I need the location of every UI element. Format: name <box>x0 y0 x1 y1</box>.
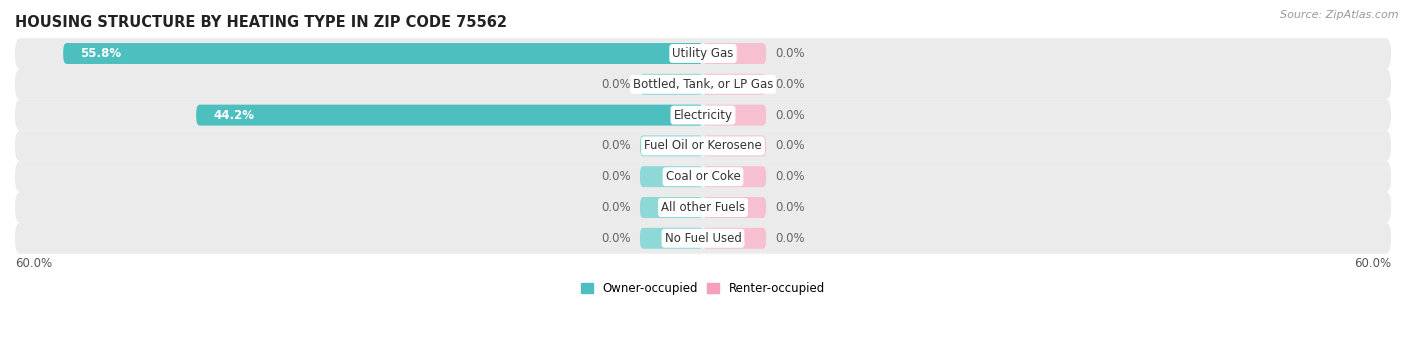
Legend: Owner-occupied, Renter-occupied: Owner-occupied, Renter-occupied <box>581 282 825 295</box>
Text: 0.0%: 0.0% <box>775 201 804 214</box>
Text: 60.0%: 60.0% <box>15 257 52 270</box>
Text: 0.0%: 0.0% <box>775 139 804 152</box>
Text: Source: ZipAtlas.com: Source: ZipAtlas.com <box>1281 10 1399 20</box>
FancyBboxPatch shape <box>63 43 703 64</box>
FancyBboxPatch shape <box>703 135 766 157</box>
Text: 0.0%: 0.0% <box>602 201 631 214</box>
Text: HOUSING STRUCTURE BY HEATING TYPE IN ZIP CODE 75562: HOUSING STRUCTURE BY HEATING TYPE IN ZIP… <box>15 15 508 30</box>
FancyBboxPatch shape <box>703 228 766 249</box>
FancyBboxPatch shape <box>703 43 766 64</box>
Text: No Fuel Used: No Fuel Used <box>665 232 741 245</box>
Text: 0.0%: 0.0% <box>775 108 804 122</box>
FancyBboxPatch shape <box>15 100 1391 131</box>
FancyBboxPatch shape <box>640 74 703 95</box>
Text: 55.8%: 55.8% <box>80 47 121 60</box>
Text: 0.0%: 0.0% <box>602 139 631 152</box>
FancyBboxPatch shape <box>15 69 1391 100</box>
Text: Utility Gas: Utility Gas <box>672 47 734 60</box>
Text: 0.0%: 0.0% <box>775 170 804 183</box>
FancyBboxPatch shape <box>15 192 1391 223</box>
FancyBboxPatch shape <box>640 228 703 249</box>
FancyBboxPatch shape <box>640 197 703 218</box>
Text: Coal or Coke: Coal or Coke <box>665 170 741 183</box>
Text: 0.0%: 0.0% <box>602 78 631 91</box>
Text: 0.0%: 0.0% <box>775 232 804 245</box>
FancyBboxPatch shape <box>15 223 1391 254</box>
FancyBboxPatch shape <box>15 161 1391 192</box>
FancyBboxPatch shape <box>703 105 766 125</box>
FancyBboxPatch shape <box>703 166 766 187</box>
FancyBboxPatch shape <box>640 135 703 157</box>
FancyBboxPatch shape <box>640 166 703 187</box>
FancyBboxPatch shape <box>15 38 1391 69</box>
Text: All other Fuels: All other Fuels <box>661 201 745 214</box>
FancyBboxPatch shape <box>197 105 703 125</box>
Text: 60.0%: 60.0% <box>1354 257 1391 270</box>
FancyBboxPatch shape <box>703 74 766 95</box>
Text: 44.2%: 44.2% <box>214 108 254 122</box>
Text: Bottled, Tank, or LP Gas: Bottled, Tank, or LP Gas <box>633 78 773 91</box>
Text: 0.0%: 0.0% <box>775 78 804 91</box>
Text: 0.0%: 0.0% <box>775 47 804 60</box>
Text: 0.0%: 0.0% <box>602 170 631 183</box>
Text: Fuel Oil or Kerosene: Fuel Oil or Kerosene <box>644 139 762 152</box>
FancyBboxPatch shape <box>703 197 766 218</box>
Text: Electricity: Electricity <box>673 108 733 122</box>
Text: 0.0%: 0.0% <box>602 232 631 245</box>
FancyBboxPatch shape <box>15 131 1391 161</box>
